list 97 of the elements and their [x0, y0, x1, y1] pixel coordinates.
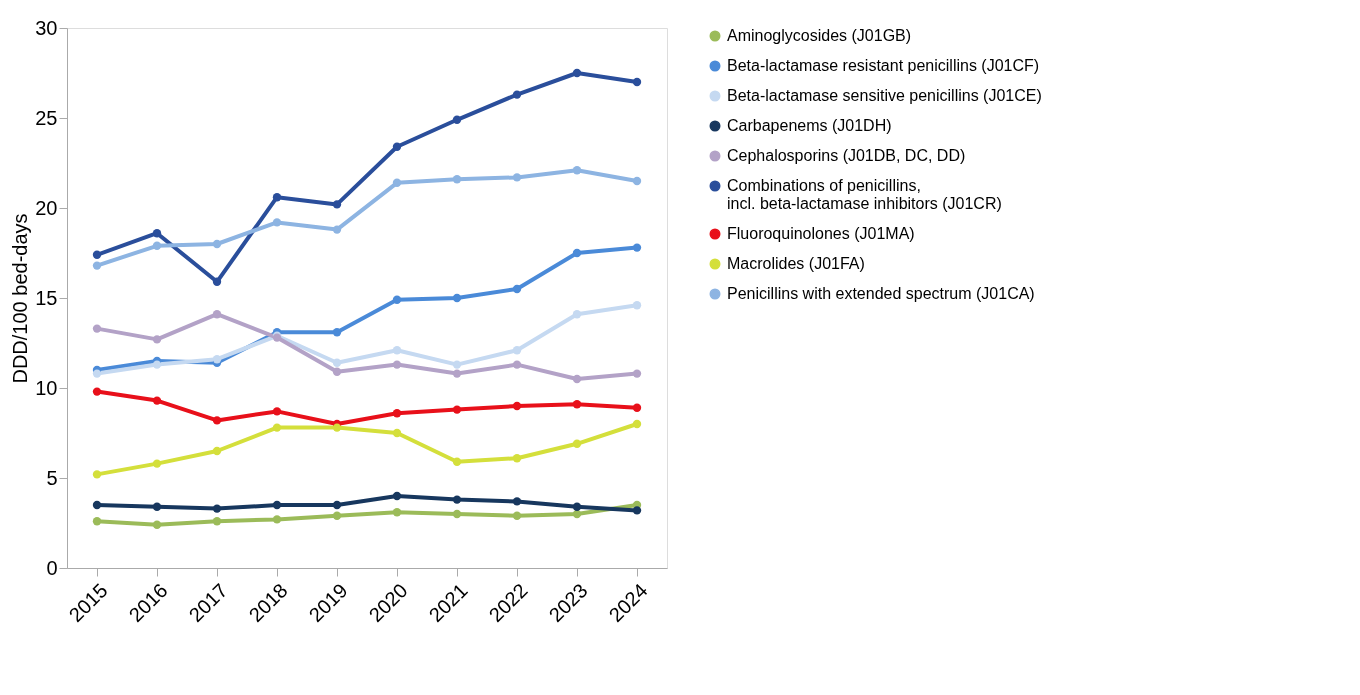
- point: [272, 193, 282, 202]
- legend-label: Cephalosporins (J01DB, DC, DD): [727, 147, 966, 164]
- point: [512, 454, 522, 463]
- point: [92, 470, 102, 479]
- point: [452, 495, 462, 504]
- point: [392, 360, 402, 369]
- y-tick-label: 0: [46, 556, 58, 579]
- point: [212, 416, 222, 425]
- point: [392, 295, 402, 304]
- point: [452, 115, 462, 124]
- point: [632, 243, 642, 252]
- point: [92, 517, 102, 526]
- point: [212, 517, 222, 526]
- point: [512, 511, 522, 520]
- point: [392, 346, 402, 355]
- y-tick-label: 10: [35, 376, 58, 399]
- point: [392, 491, 402, 501]
- point: [272, 407, 282, 416]
- point: [92, 324, 102, 333]
- point: [452, 509, 462, 519]
- point: [572, 248, 582, 258]
- point: [272, 423, 282, 432]
- y-axis-title: DDD/100 bed-days: [9, 213, 32, 384]
- point: [452, 457, 462, 466]
- legend-label: Aminoglycosides (J01GB): [727, 27, 912, 44]
- point: [572, 502, 582, 511]
- legend-label: Beta-lactamase resistant penicillins (J01CF): [727, 57, 1040, 74]
- point: [632, 403, 642, 412]
- y-tick-label: 5: [46, 466, 58, 489]
- point: [212, 504, 222, 513]
- point: [152, 396, 162, 405]
- point: [632, 176, 642, 186]
- point: [152, 241, 162, 250]
- point: [452, 369, 462, 378]
- point: [512, 401, 522, 411]
- point: [332, 358, 342, 367]
- legend-label: Fluoroquinolones (J01MA): [727, 225, 915, 242]
- y-tick-label: 20: [35, 196, 58, 219]
- legend-label: Penicillins with extended spectrum (J01CA): [727, 285, 1035, 302]
- point: [152, 335, 162, 344]
- point: [212, 446, 222, 456]
- point: [572, 400, 582, 409]
- point: [392, 428, 402, 438]
- point: [152, 229, 162, 238]
- point: [632, 301, 642, 310]
- point: [572, 374, 582, 384]
- point: [452, 360, 462, 369]
- point: [272, 500, 282, 510]
- point: [332, 423, 342, 432]
- point: [212, 310, 222, 319]
- point: [332, 511, 342, 520]
- y-tick-label: 25: [35, 106, 58, 129]
- point: [572, 310, 582, 319]
- point: [572, 68, 582, 78]
- point: [392, 409, 402, 418]
- point: [152, 502, 162, 511]
- point: [332, 328, 342, 337]
- point: [92, 369, 102, 378]
- point: [512, 346, 522, 355]
- point: [152, 360, 162, 369]
- point: [452, 175, 462, 184]
- point: [92, 250, 102, 259]
- point: [392, 178, 402, 187]
- point: [632, 77, 642, 87]
- point: [332, 225, 342, 234]
- point: [152, 459, 162, 468]
- point: [332, 200, 342, 209]
- point: [212, 277, 222, 286]
- y-tick-label: 30: [35, 16, 58, 39]
- point: [512, 497, 522, 506]
- point: [452, 405, 462, 414]
- point: [152, 520, 162, 529]
- point: [452, 293, 462, 303]
- point: [92, 261, 102, 270]
- point: [272, 218, 282, 227]
- point: [572, 439, 582, 448]
- y-tick-label: 15: [35, 286, 58, 309]
- point: [512, 90, 522, 99]
- point: [92, 500, 102, 510]
- legend-label: Carbapenems (J01DH): [727, 117, 892, 134]
- point: [332, 500, 342, 510]
- point: [632, 369, 642, 378]
- point: [212, 239, 222, 249]
- point: [572, 166, 582, 175]
- point: [92, 387, 102, 396]
- point: [512, 360, 522, 369]
- legend-label: Beta-lactamase sensitive penicillins (J01CE): [727, 87, 1042, 104]
- point: [632, 506, 642, 515]
- legend-label: Combinations of penicillins, incl. beta-lactamase inhibitors (J01CR): [727, 177, 1002, 212]
- point: [332, 367, 342, 376]
- legend-label: Macrolides (J01FA): [727, 255, 865, 272]
- point: [632, 419, 642, 429]
- point: [512, 284, 522, 294]
- point: [392, 508, 402, 517]
- point: [512, 173, 522, 182]
- point: [272, 515, 282, 524]
- point: [392, 142, 402, 151]
